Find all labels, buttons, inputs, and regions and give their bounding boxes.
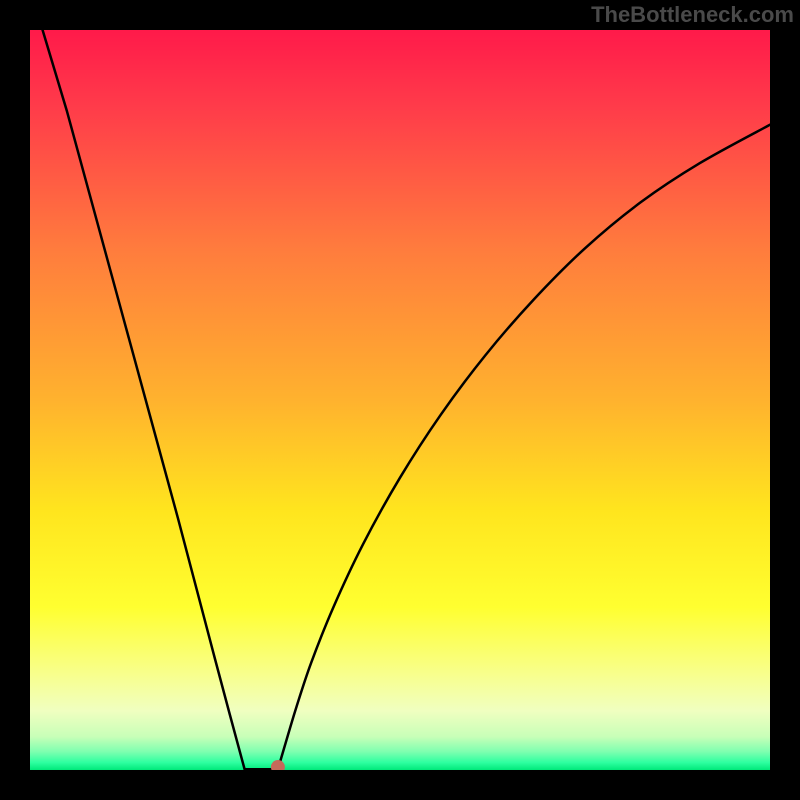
bottleneck-curve xyxy=(43,30,770,769)
plot-area xyxy=(30,30,770,770)
curve-layer xyxy=(30,30,770,770)
minimum-marker xyxy=(271,760,285,770)
watermark-text: TheBottleneck.com xyxy=(591,2,794,28)
